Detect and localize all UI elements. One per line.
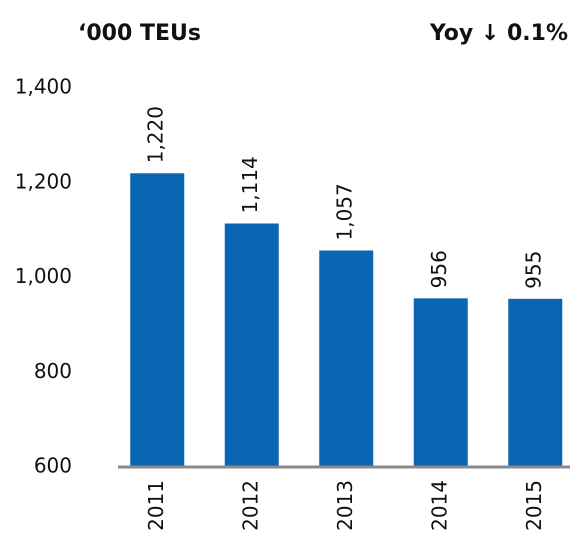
y-tick-label: 1,400 [15,75,72,99]
x-tick-label: 2011 [144,480,168,531]
y-tick-label: 600 [34,454,72,478]
value-label: 955 [522,251,546,289]
y-tick-label: 1,200 [15,169,72,193]
value-label: 956 [427,250,451,288]
chart-title: ‘000 TEUs [78,21,201,46]
bar [224,223,279,467]
x-tick-label: 2015 [522,480,546,531]
value-label: 1,114 [238,156,262,213]
x-tick-label: 2013 [333,480,357,531]
y-tick-label: 1,000 [15,264,72,288]
value-label: 1,220 [144,106,168,163]
bar [130,173,185,467]
value-label: 1,057 [333,183,357,240]
annotation: Yoy ↓ 0.1% [429,21,568,46]
bar [319,250,374,467]
x-tick-label: 2014 [427,480,451,531]
bar [508,298,563,467]
y-tick-label: 800 [34,359,72,383]
x-tick-label: 2012 [238,480,262,531]
bar [413,298,468,467]
